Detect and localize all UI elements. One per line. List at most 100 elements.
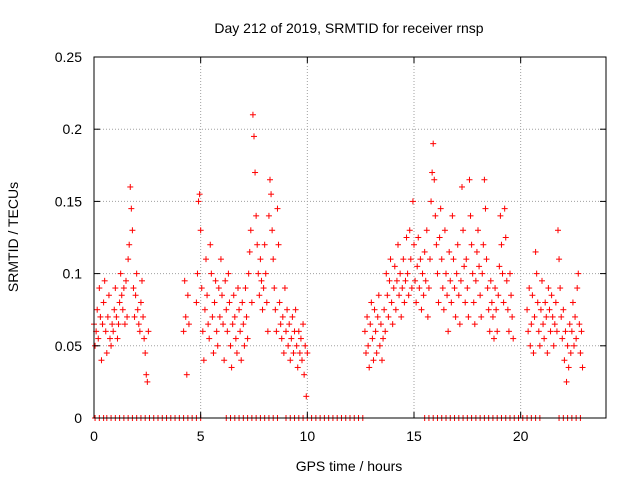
data-point (507, 270, 513, 277)
data-point (552, 299, 559, 306)
data-point (373, 350, 380, 357)
data-point (369, 335, 376, 342)
data-point (479, 270, 486, 277)
data-point (543, 313, 550, 320)
data-point (381, 306, 388, 313)
data-point (221, 357, 228, 364)
data-point (476, 263, 483, 270)
data-point (140, 313, 147, 320)
data-point (534, 299, 541, 306)
data-point (95, 335, 102, 342)
data-point (99, 321, 106, 328)
data-point (565, 364, 572, 371)
data-point (560, 306, 567, 313)
data-point (483, 256, 490, 263)
data-point (213, 328, 220, 335)
data-point (113, 313, 120, 320)
data-point (270, 256, 277, 263)
data-point (532, 248, 539, 255)
data-point (105, 292, 112, 299)
data-point (217, 256, 224, 263)
data-point (204, 292, 211, 299)
data-point (300, 321, 307, 328)
data-point (117, 270, 124, 277)
data-point (372, 328, 379, 335)
data-point (557, 285, 564, 292)
data-point (573, 335, 580, 342)
data-point (244, 335, 251, 342)
data-point (131, 313, 138, 320)
data-point (119, 306, 126, 313)
data-point (252, 169, 259, 176)
data-point (223, 306, 230, 313)
data-point (130, 285, 137, 292)
data-point (564, 342, 571, 349)
data-point (409, 198, 416, 205)
data-point (293, 342, 300, 349)
data-point (385, 313, 392, 320)
data-point (417, 256, 424, 263)
data-point (276, 299, 283, 306)
data-point (460, 227, 467, 234)
data-point (579, 364, 586, 371)
data-point (572, 313, 579, 320)
data-point (212, 277, 219, 284)
data-point (246, 248, 253, 255)
data-point (433, 241, 440, 248)
data-point (208, 270, 215, 277)
data-point (492, 285, 499, 292)
plot-frame (93, 56, 607, 419)
data-point (125, 256, 132, 263)
data-point (436, 234, 443, 241)
data-point (240, 321, 247, 328)
data-point (500, 299, 507, 306)
data-point (142, 350, 149, 357)
data-point (216, 313, 223, 320)
data-point (290, 350, 297, 357)
data-point (551, 321, 558, 328)
data-point (421, 248, 428, 255)
data-point (361, 328, 368, 335)
data-point (408, 285, 415, 292)
data-point (292, 306, 299, 313)
data-point (450, 256, 457, 263)
data-point (383, 270, 390, 277)
data-point (143, 371, 150, 378)
data-point (556, 256, 563, 263)
data-point (242, 285, 249, 292)
data-point (444, 292, 451, 299)
x-tick-label: 10 (300, 428, 316, 444)
y-tick-label: 0.25 (55, 49, 82, 65)
data-point (553, 328, 560, 335)
data-point (264, 328, 271, 335)
data-point (574, 285, 581, 292)
data-point (287, 357, 294, 364)
data-point (239, 299, 246, 306)
data-point (526, 285, 533, 292)
data-point (121, 321, 128, 328)
data-point (280, 350, 287, 357)
data-point (210, 350, 217, 357)
data-point (393, 277, 400, 284)
data-point (302, 342, 309, 349)
data-point (365, 342, 372, 349)
x-tick-labels: 0 5 10 15 20 (90, 428, 529, 444)
data-point (395, 241, 401, 248)
data-point (109, 321, 116, 328)
data-point (422, 277, 429, 284)
data-point (141, 335, 148, 342)
data-point (230, 292, 237, 299)
data-point (528, 321, 535, 328)
data-point (269, 227, 276, 234)
data-point (205, 321, 212, 328)
data-point (241, 342, 248, 349)
data-point (137, 299, 144, 306)
data-point (453, 270, 460, 277)
data-point (123, 277, 129, 284)
data-point (454, 241, 461, 248)
data-point (263, 299, 270, 306)
data-point (104, 313, 111, 320)
y-tick-label: 0.15 (55, 193, 82, 209)
data-point (386, 277, 393, 284)
